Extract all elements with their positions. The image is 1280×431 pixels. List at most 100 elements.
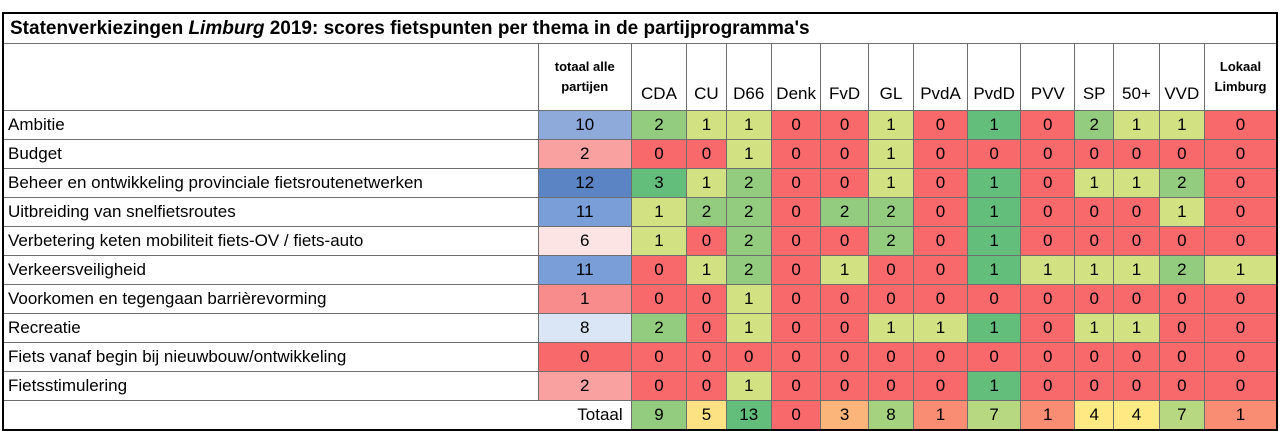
score-cell: 0 [1074, 226, 1115, 256]
score-cell: 0 [1113, 226, 1160, 256]
score-cell: 2 [630, 313, 688, 343]
row-theme-label: Verbetering keten mobiliteit fiets-OV / … [1, 226, 539, 256]
score-cell: 0 [630, 371, 688, 401]
score-cell: 1 [1113, 168, 1160, 198]
party-total-cell: 1 [1020, 400, 1076, 431]
score-cell: 1 [966, 313, 1022, 343]
score-cell: 1 [1074, 255, 1115, 285]
score-cell: 1 [1074, 313, 1115, 343]
score-cell: 0 [630, 342, 688, 372]
header-party-pvv: PVV [1020, 43, 1076, 111]
row-total-cell: 1 [537, 284, 632, 314]
score-cell: 0 [820, 110, 869, 140]
score-cell: 1 [1204, 255, 1279, 285]
score-cell: 0 [630, 255, 688, 285]
header-party-gl: GL [867, 43, 915, 111]
score-cell: 2 [1158, 255, 1206, 285]
score-cell: 0 [966, 284, 1022, 314]
score-cell: 0 [770, 226, 822, 256]
score-cell: 2 [867, 226, 915, 256]
score-cell: 0 [867, 342, 915, 372]
score-cell: 2 [725, 168, 772, 198]
table-row: Beheer en ontwikkeling provinciale fiets… [1, 168, 1279, 198]
score-cell: 0 [867, 255, 915, 285]
score-cell: 0 [770, 139, 822, 169]
header-party-sp: SP [1074, 43, 1115, 111]
party-total-cell: 1 [913, 400, 968, 431]
score-cell: 1 [867, 110, 915, 140]
row-theme-label: Beheer en ontwikkeling provinciale fiets… [1, 168, 539, 198]
score-cell: 0 [1204, 139, 1279, 169]
row-theme-label: Fiets vanaf begin bij nieuwbouw/ontwikke… [1, 342, 539, 372]
totals-label: Totaal [1, 400, 632, 431]
score-cell: 0 [913, 110, 968, 140]
score-cell: 0 [770, 168, 822, 198]
score-cell: 0 [867, 284, 915, 314]
row-total-cell: 6 [537, 226, 632, 256]
scores-table: Statenverkiezingen Limburg 2019: scores … [1, 12, 1279, 431]
party-total-cell: 4 [1074, 400, 1115, 431]
score-cell: 0 [820, 168, 869, 198]
score-cell: 1 [686, 110, 727, 140]
table-body: Ambitie 10 2 1 1 0 0 1 0 1 0 2 1 1 0 Budget 2 0 0 1 0 0 1 0 0 0 0 0… [1, 110, 1279, 431]
score-cell: 0 [686, 284, 727, 314]
header-party-pvdd: PvdD [966, 43, 1022, 111]
row-theme-label: Fietsstimulering [1, 371, 539, 401]
score-cell: 0 [1113, 284, 1160, 314]
score-cell: 1 [1113, 110, 1160, 140]
score-cell: 0 [1204, 371, 1279, 401]
header-theme-cell [1, 43, 539, 111]
score-cell: 1 [1158, 110, 1206, 140]
score-cell: 1 [1113, 313, 1160, 343]
score-cell: 0 [686, 371, 727, 401]
score-cell: 0 [820, 371, 869, 401]
table-row: Fietsstimulering 2 0 0 1 0 0 0 0 1 0 0 0 0 0 [1, 371, 1279, 401]
score-cell: 1 [966, 110, 1022, 140]
score-cell: 0 [1113, 139, 1160, 169]
score-cell: 1 [1020, 255, 1076, 285]
score-cell: 1 [686, 255, 727, 285]
score-cell: 0 [913, 284, 968, 314]
score-cell: 0 [867, 371, 915, 401]
header-party-pvda: PvdA [913, 43, 968, 111]
score-cell: 0 [913, 342, 968, 372]
score-cell: 0 [1113, 342, 1160, 372]
score-cell: 2 [867, 197, 915, 227]
score-cell: 0 [1204, 284, 1279, 314]
score-cell: 1 [867, 139, 915, 169]
party-total-cell: 1 [1204, 400, 1279, 431]
score-cell: 0 [1020, 371, 1076, 401]
score-cell: 0 [770, 371, 822, 401]
score-cell: 0 [770, 284, 822, 314]
party-total-cell: 7 [1158, 400, 1206, 431]
score-cell: 1 [1074, 168, 1115, 198]
score-cell: 1 [966, 371, 1022, 401]
score-cell: 0 [913, 226, 968, 256]
score-cell: 0 [820, 226, 869, 256]
score-cell: 1 [867, 313, 915, 343]
score-cell: 1 [966, 255, 1022, 285]
title-row: Statenverkiezingen Limburg 2019: scores … [2, 12, 1278, 44]
score-cell: 0 [1020, 168, 1076, 198]
score-cell: 2 [725, 226, 772, 256]
score-cell: 1 [966, 168, 1022, 198]
score-cell: 0 [1020, 284, 1076, 314]
header-party-denk: Denk [770, 43, 822, 111]
header-party-50: 50+ [1113, 43, 1160, 111]
header-totaal: totaal alle partijen [537, 43, 632, 111]
score-cell: 0 [686, 139, 727, 169]
score-cell: 1 [966, 197, 1022, 227]
totals-row: Totaal 9 5 13 0 3 8 1 7 1 4 4 7 1 [1, 400, 1279, 431]
table-row: Verkeersveiligheid 11 0 1 2 0 1 0 0 1 1 1 1 2 1 [1, 255, 1279, 285]
header-party-lokaal-limburg: Lokaal Limburg [1204, 43, 1279, 111]
score-cell: 1 [725, 284, 772, 314]
score-cell: 0 [1204, 226, 1279, 256]
score-cell: 0 [1204, 342, 1279, 372]
score-cell: 0 [820, 342, 869, 372]
row-theme-label: Uitbreiding van snelfietsroutes [1, 197, 539, 227]
score-cell: 1 [966, 226, 1022, 256]
score-cell: 0 [770, 313, 822, 343]
score-cell: 0 [1158, 284, 1206, 314]
score-cell: 2 [725, 255, 772, 285]
header-party-d66: D66 [725, 43, 772, 111]
